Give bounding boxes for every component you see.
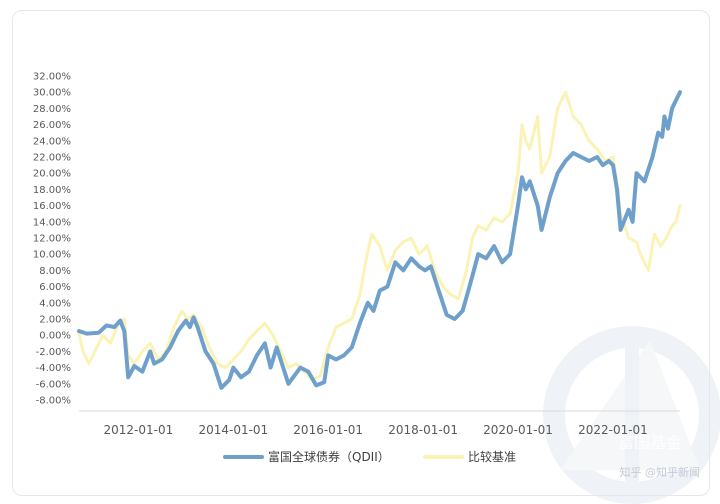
x-tick-label: 2018-01-01 [388,423,458,437]
y-tick-label: 2.00% [39,315,71,326]
x-axis: 2012-01-01 2014-01-01 2016-01-01 2018-01-01… [103,423,647,437]
y-tick-label: 20.00% [33,169,71,180]
y-tick-label: 4.00% [39,298,71,309]
watermark-logo [543,326,720,504]
series-line-benchmark [77,90,682,382]
plot-series [77,90,682,390]
y-tick-label: -4.00% [36,363,71,374]
y-tick-label: 6.00% [39,282,71,293]
y-tick-label: 28.00% [33,104,71,115]
x-tick-label: 2016-01-01 [293,423,363,437]
y-tick-label: -8.00% [36,396,71,407]
x-tick-label: 2014-01-01 [198,423,268,437]
y-tick-label: 10.00% [33,250,71,261]
y-tick-label: 18.00% [33,185,71,196]
y-tick-label: -2.00% [36,347,71,358]
chart-card [12,10,710,496]
y-tick-label: 32.00% [33,72,71,83]
y-tick-label: 24.00% [33,136,71,147]
y-axis: 32.00% 30.00% 28.00% 26.00% 24.00% 22.00% 20.0… [33,72,71,407]
y-tick-label: 26.00% [33,120,71,131]
y-tick-label: 30.00% [33,88,71,99]
y-tick-label: -6.00% [36,379,71,390]
y-tick-label: 14.00% [33,217,71,228]
watermark-brand: 富国基金 [618,433,682,452]
y-tick-label: 22.00% [33,153,71,164]
y-tick-label: 16.00% [33,201,71,212]
x-tick-label: 2022-01-01 [578,423,648,437]
y-tick-label: 12.00% [33,234,71,245]
y-tick-label: 0.00% [39,331,71,342]
legend: 富国全球债券（QDII） 比较基准 [223,449,516,464]
legend-label-benchmark: 比较基准 [468,449,516,464]
legend-label-fund: 富国全球债券（QDII） [268,449,390,464]
watermark-source: 知乎 @知乎新闻 [620,465,701,479]
y-tick-label: 8.00% [39,266,71,277]
series-line-fund [77,90,682,390]
x-tick-label: 2012-01-01 [103,423,173,437]
x-tick-label: 2020-01-01 [483,423,553,437]
